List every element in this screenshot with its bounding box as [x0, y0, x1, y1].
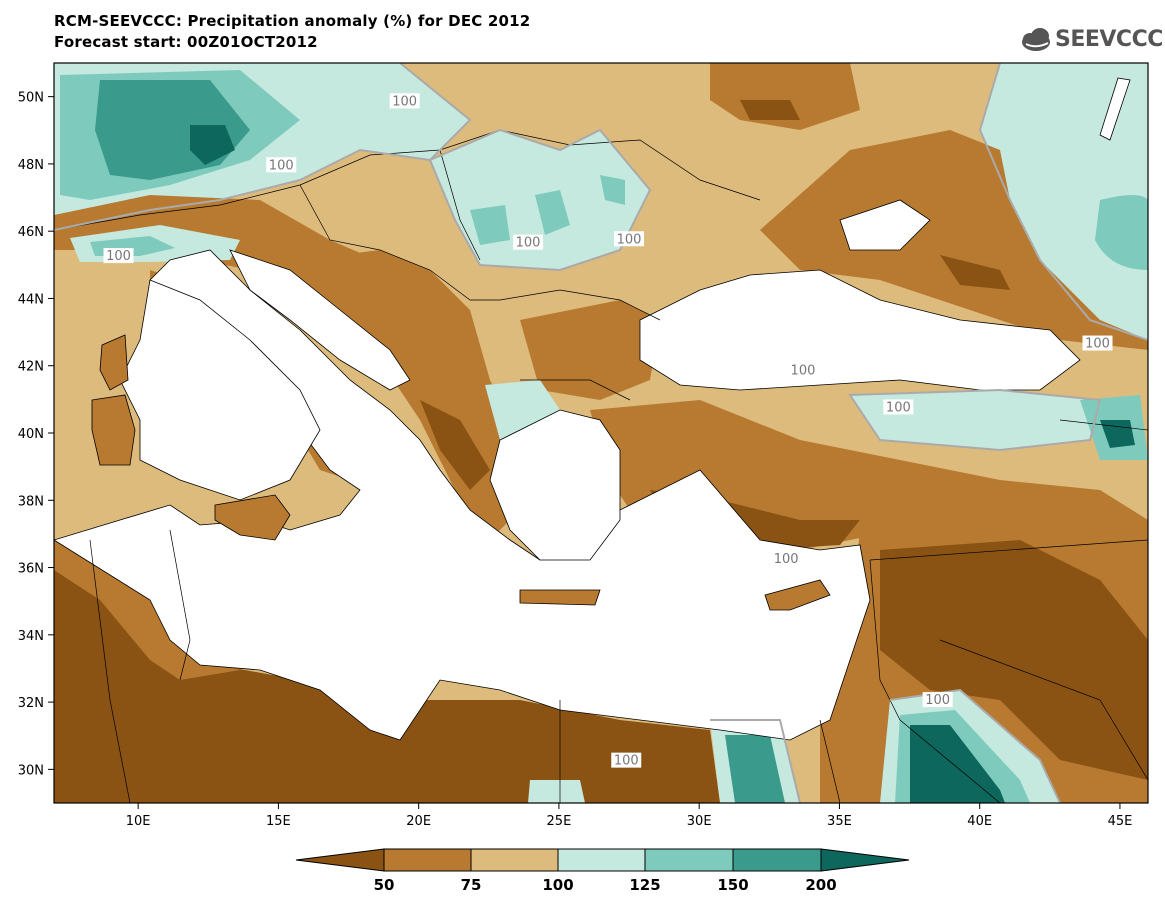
cyprus-island — [764, 579, 831, 611]
contour-label-bg — [771, 550, 802, 566]
lat-tick-label: 50N — [18, 91, 44, 106]
field-150-200-nile — [725, 735, 785, 803]
lon-tick-label: 20E — [406, 814, 431, 829]
field-50-75-north-africa-coast — [54, 535, 240, 680]
lat-tick-label: 36N — [18, 562, 44, 577]
field-lt50-south-russia — [940, 255, 1010, 290]
field-50-75-bulgaria — [520, 300, 660, 400]
contour-label-bg — [922, 692, 953, 708]
aegean-sea — [489, 409, 621, 561]
contour-label: 100 — [791, 363, 816, 378]
lon-tick-label: 25E — [547, 814, 572, 829]
contour-label: 100 — [392, 94, 417, 109]
contour-label: 100 — [925, 693, 950, 708]
crete-island — [519, 589, 601, 606]
contour-label-bg — [389, 93, 420, 109]
contour-label: 100 — [1085, 337, 1110, 352]
legend-75-100-box — [470, 848, 559, 872]
legend-100-125-box — [557, 848, 646, 872]
field-gt200-central-europe — [190, 125, 235, 165]
field-100-125-libya — [528, 780, 585, 803]
contour-label-bg — [611, 752, 642, 768]
map-title: RCM-SEEVCCC: Precipitation anomaly (%) f… — [54, 12, 531, 30]
field-lt50-north-africa — [54, 530, 720, 803]
field-125-150-carpathian-2 — [535, 190, 570, 235]
legend-label: 50 — [374, 876, 395, 894]
adriatic-sea — [229, 249, 411, 391]
contour-label: 100 — [774, 552, 799, 567]
field-125-150-carpathian — [470, 205, 510, 245]
contour-label-bg — [103, 248, 134, 264]
contour-label-bg — [1082, 335, 1113, 351]
lon-tick-label: 40E — [967, 814, 992, 829]
lat-tick-label: 40N — [18, 427, 44, 442]
contour-label-bg — [787, 362, 818, 378]
lat-tick-label: 44N — [18, 292, 44, 307]
legend-label: 200 — [805, 876, 836, 894]
field-gt200-caucasus — [1100, 420, 1135, 448]
legend-50-75-box — [383, 848, 472, 872]
contour-label-bg — [513, 234, 544, 250]
legend-125-150-box — [644, 848, 734, 872]
legend-gt200-triangle — [820, 848, 910, 872]
contour-label-bg — [883, 399, 914, 415]
contour-label-bg — [614, 231, 645, 247]
contour-label: 100 — [886, 400, 911, 415]
lat-tick-label: 46N — [18, 225, 44, 240]
legend-label: 100 — [542, 876, 573, 894]
contour-label: 100 — [614, 754, 639, 769]
lat-tick-label: 42N — [18, 360, 44, 375]
field-125-150-carpathian-3 — [600, 175, 625, 205]
logo-text: SEEVCCC — [1055, 27, 1163, 52]
forecast-start-subtitle: Forecast start: 00Z01OCT2012 — [54, 33, 318, 51]
latitude-axis: 50N 48N 46N 44N 42N 40N 38N 36N 34N 32N 30N — [18, 91, 54, 778]
legend-150-200-box — [732, 848, 822, 872]
field-lt50-north — [740, 100, 800, 120]
field-lt50-middle-east — [880, 540, 1148, 780]
colorbar-legend: 50 75 100 125 150 200 — [295, 848, 910, 894]
anomaly-fields — [54, 63, 1148, 803]
lon-tick-label: 35E — [827, 814, 852, 829]
contour-labels: 100 100 100 100 100 100 100 100 100 100 100 — [103, 93, 1113, 769]
legend-lt50-triangle — [295, 848, 385, 872]
contour-label: 100 — [617, 232, 642, 247]
field-50-75-south-russia — [760, 130, 1148, 350]
caspian-sea-edge — [1099, 77, 1131, 141]
cloud-logo-icon — [1022, 28, 1050, 51]
sardinia-island — [91, 394, 136, 466]
longitude-axis: 10E 15E 20E 25E 30E 35E 40E 45E — [126, 803, 1133, 829]
contour-label: 100 — [106, 249, 131, 264]
lat-tick-label: 38N — [18, 494, 44, 509]
lon-tick-label: 30E — [687, 814, 712, 829]
lon-tick-label: 10E — [126, 814, 151, 829]
country-borders — [54, 129, 1148, 803]
field-gt200-sinai — [910, 725, 1005, 803]
lon-tick-label: 15E — [266, 814, 291, 829]
contour-label: 100 — [269, 158, 294, 173]
legend-label: 125 — [629, 876, 660, 894]
contour-100-lines — [54, 63, 1148, 803]
legend-label: 75 — [461, 876, 482, 894]
legend-label: 150 — [717, 876, 748, 894]
black-sea — [639, 269, 1081, 391]
contour-label: 100 — [516, 236, 541, 251]
lat-tick-label: 30N — [18, 763, 44, 778]
lat-tick-label: 32N — [18, 696, 44, 711]
sicily-island — [214, 494, 291, 541]
sea-of-azov — [839, 199, 931, 251]
lon-tick-label: 45E — [1108, 814, 1133, 829]
lat-tick-label: 48N — [18, 158, 44, 173]
legend-labels: 50 75 100 125 150 200 — [374, 876, 837, 894]
contour-label-bg — [266, 157, 297, 173]
corsica-island — [99, 334, 129, 391]
field-125-150-northeast — [1095, 195, 1148, 270]
lat-tick-label: 34N — [18, 629, 44, 644]
field-lt50-balkans — [420, 400, 490, 490]
